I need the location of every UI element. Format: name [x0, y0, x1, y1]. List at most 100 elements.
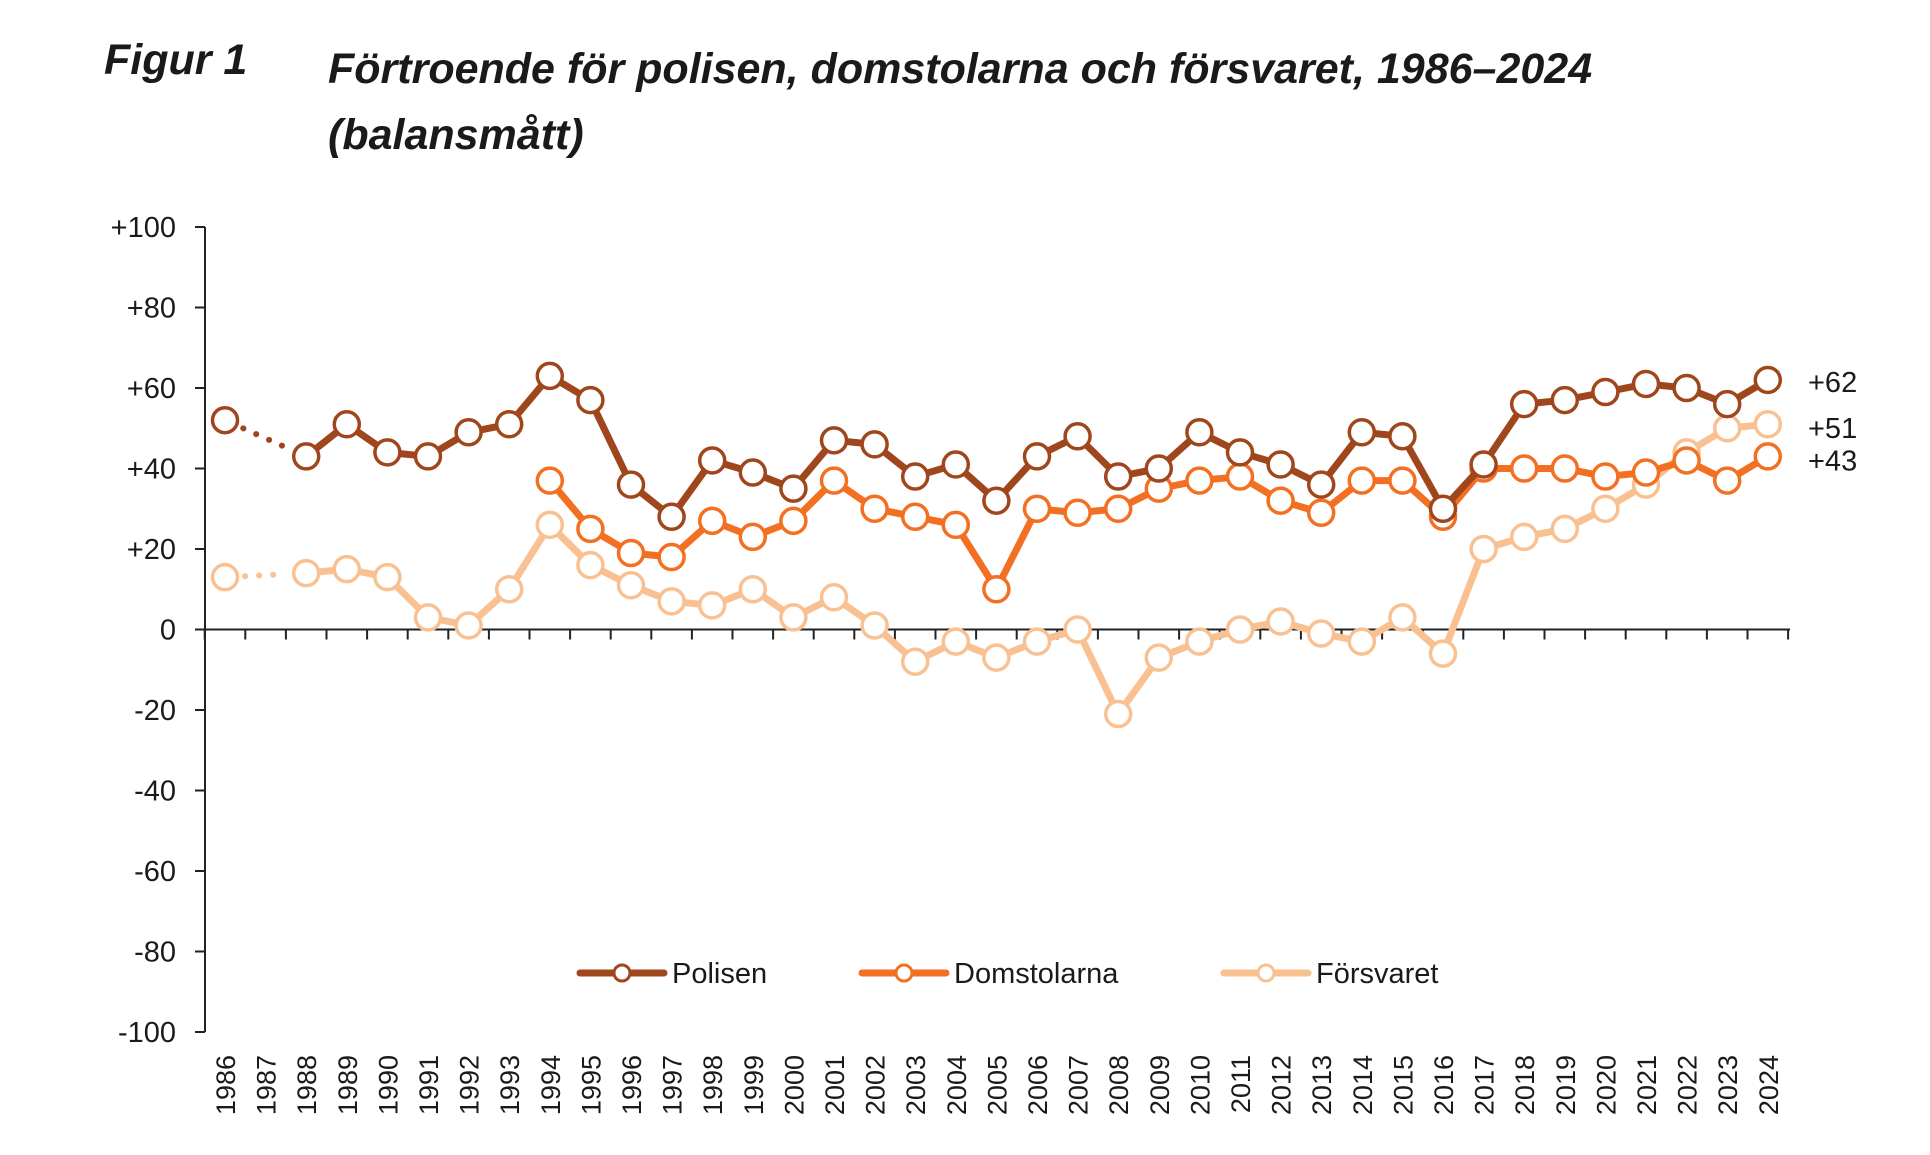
dotted-gap-segment — [241, 571, 290, 580]
x-tick-label: 2020 — [1591, 1055, 1621, 1115]
x-tick-label: 2005 — [982, 1055, 1012, 1115]
legend-label: Polisen — [672, 958, 767, 990]
x-tick-label: 2018 — [1510, 1055, 1540, 1115]
y-tick-label: +100 — [111, 212, 176, 244]
data-point — [1225, 462, 1255, 491]
x-tick-label: 2022 — [1673, 1055, 1703, 1115]
data-point — [1672, 373, 1701, 403]
y-tick-label: -40 — [134, 776, 176, 808]
x-tick-label: 2024 — [1754, 1055, 1784, 1115]
x-tick-label: 1999 — [739, 1055, 769, 1115]
x-tick-label: 1990 — [373, 1055, 403, 1115]
data-point — [860, 494, 889, 523]
x-tick-label: 2014 — [1348, 1055, 1378, 1115]
data-point — [738, 522, 768, 552]
data-point — [332, 554, 362, 584]
x-tick-label: 2003 — [901, 1055, 931, 1115]
data-point — [697, 446, 727, 475]
data-point — [1591, 494, 1620, 523]
x-tick-label: 1998 — [698, 1055, 728, 1115]
data-point — [576, 385, 605, 415]
data-point — [860, 611, 889, 640]
data-point — [494, 575, 524, 604]
data-point — [982, 575, 1011, 604]
data-point — [1266, 450, 1295, 479]
figure-label: Figur 1 — [104, 36, 248, 84]
x-tick-label: 2004 — [942, 1055, 972, 1115]
legend-item-polisen: Polisen — [576, 958, 767, 990]
data-point — [1388, 466, 1417, 495]
legend-swatch-marker — [1256, 963, 1276, 983]
x-tick-label: 2007 — [1064, 1055, 1094, 1115]
data-point — [1347, 466, 1377, 495]
data-point — [1103, 699, 1133, 729]
data-point — [941, 450, 971, 479]
data-point — [779, 474, 808, 503]
data-point — [819, 426, 849, 455]
figure-title-line1: Förtroende för polisen, domstolarna och … — [328, 45, 1593, 93]
data-point — [1347, 627, 1377, 656]
data-point — [1550, 385, 1580, 415]
data-point — [535, 466, 565, 495]
data-point — [657, 502, 686, 532]
data-point — [1185, 627, 1214, 656]
data-point — [860, 430, 889, 459]
data-point — [657, 587, 686, 616]
data-point — [1306, 619, 1336, 648]
data-point — [1225, 438, 1255, 467]
data-point — [373, 562, 402, 592]
data-point — [1266, 607, 1295, 636]
figure-title-line2: (balansmått) — [328, 111, 584, 159]
data-point — [1631, 458, 1661, 487]
data-point — [454, 611, 483, 640]
x-tick-label: 2002 — [861, 1055, 891, 1115]
data-point — [1672, 446, 1701, 475]
data-point — [941, 627, 971, 656]
y-tick-label: -60 — [134, 856, 176, 888]
x-tick-label: 1995 — [576, 1055, 606, 1115]
x-tick-label: 1988 — [292, 1055, 322, 1115]
data-point — [1185, 466, 1214, 495]
data-point — [1509, 522, 1539, 552]
series-polisen — [210, 361, 1783, 532]
data-point — [454, 418, 483, 447]
series-domstolarna — [535, 442, 1783, 604]
x-tick-label: 2021 — [1632, 1055, 1662, 1115]
data-point — [900, 502, 930, 532]
data-point — [1753, 409, 1783, 439]
data-point — [1388, 603, 1417, 632]
data-point — [576, 550, 605, 580]
end-label-domstolarna: +43 — [1808, 445, 1857, 477]
data-point — [819, 466, 849, 495]
data-point — [1103, 462, 1133, 491]
x-tick-label: 1989 — [333, 1055, 363, 1115]
x-tick-label: 2008 — [1104, 1055, 1134, 1115]
series-försvaret — [210, 409, 1783, 729]
data-point — [1306, 498, 1336, 528]
x-tick-label: 2013 — [1307, 1055, 1337, 1115]
x-tick-label: 2006 — [1023, 1055, 1053, 1115]
end-label-försvaret: +51 — [1808, 413, 1857, 445]
legend-swatch-marker — [894, 963, 914, 983]
x-tick-label: 1987 — [252, 1055, 282, 1115]
x-tick-label: 2016 — [1429, 1055, 1459, 1115]
data-point — [1509, 454, 1539, 483]
data-point — [1469, 534, 1498, 564]
y-tick-label: -20 — [134, 695, 176, 727]
legend-item-domstolarna: Domstolarna — [858, 958, 1119, 990]
data-point — [738, 458, 768, 487]
data-point — [616, 570, 646, 600]
x-tick-label: 2011 — [1226, 1055, 1256, 1113]
data-point — [1144, 643, 1174, 672]
data-point — [1063, 422, 1092, 451]
data-point — [900, 647, 930, 676]
end-label-polisen: +62 — [1808, 367, 1857, 399]
data-point — [1509, 389, 1539, 419]
data-point — [1022, 494, 1052, 523]
y-axis-tick-labels: +100 +80 +60 +40 +20 0 -20 -40 -60 -80 -100 — [111, 212, 176, 1049]
data-point — [1347, 418, 1377, 447]
data-point — [1185, 418, 1214, 447]
legend-label: Försvaret — [1316, 958, 1438, 990]
data-point — [616, 470, 646, 499]
end-value-labels: +62 +43+51 — [1808, 367, 1857, 477]
